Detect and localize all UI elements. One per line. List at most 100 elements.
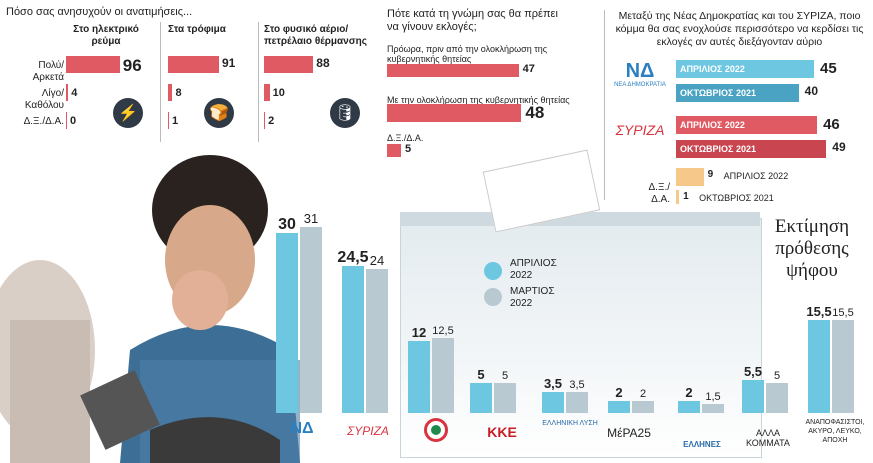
s2-bar <box>387 104 522 122</box>
s1-bar <box>168 56 219 73</box>
bar-april-0 <box>276 233 298 413</box>
s2-value: 47 <box>522 63 535 75</box>
bar-label-april-8: 15,5 <box>806 304 831 319</box>
bar-april-1 <box>342 266 364 413</box>
syriza-logo: ΣΥΡΙΖΑ <box>612 122 668 138</box>
s1-value: 0 <box>70 115 77 127</box>
divider <box>258 22 259 142</box>
s1-value: 91 <box>221 56 236 70</box>
logo-syriza: ΣΥΡΙΖΑ <box>347 424 389 438</box>
s1-bar <box>66 84 69 101</box>
bar-march-3 <box>494 383 516 413</box>
s3-value: 9 <box>707 169 714 180</box>
s2-label-dk: Δ.Ξ./Δ.Α. <box>387 133 424 143</box>
s3-value: 49 <box>832 140 846 154</box>
s1-value: 4 <box>71 87 78 99</box>
logo-nd: ΝΔ <box>290 420 314 437</box>
s1-value: 8 <box>175 87 182 99</box>
s1-value: 2 <box>268 115 275 127</box>
bar-label-march-8: 15,5 <box>832 307 853 319</box>
nd-logo-mark: ΝΔ <box>625 60 655 82</box>
logo-elliniki-lysi: ΕΛΛΗΝΙΚΗ ΛΥΣΗ <box>542 420 598 427</box>
bar-label-march-0: 31 <box>304 211 318 226</box>
bar-label-april-5: 2 <box>615 385 622 400</box>
s2-bar <box>387 64 519 77</box>
bar-april-8 <box>808 320 830 413</box>
s3-row-label: ΟΚΤΩΒΡΙΟΣ 2021 <box>699 193 774 203</box>
logo-mera25: ΜέΡΑ25 <box>607 426 651 440</box>
bar-label-april-1: 24,5 <box>337 249 368 266</box>
divider <box>160 22 161 142</box>
s3-dk-label: Δ.Ξ./Δ.Α. <box>648 182 670 205</box>
row-label-dk: Δ.Ξ./Δ.Α. <box>23 116 64 127</box>
oil-barrel-icon: 🛢 <box>330 98 360 128</box>
s1-value: 96 <box>122 56 142 75</box>
nd-logo-text: ΝΕΑ ΔΗΜΟΚΡΑΤΙΑ <box>614 82 666 88</box>
col-header-electricity: Στο ηλεκτρικό ρεύμα <box>73 24 139 47</box>
bar-march-5 <box>632 401 654 413</box>
logo-ellines: ΕΛΛΗΝΕΣ <box>683 440 721 449</box>
s3-value: 1 <box>683 191 689 202</box>
s3-bar-label: ΟΚΤΩΒΡΙΟΣ 2021 <box>680 88 756 98</box>
s3-bar <box>676 116 818 134</box>
section2-title: Πότε κατά τη γνώμη σας θα πρέπει να γίνο… <box>387 8 558 33</box>
s3-bar <box>676 190 680 204</box>
row-label-little: Λίγο/Καθόλου <box>24 88 64 111</box>
s3-bar <box>676 168 704 186</box>
label-other-parties: ΑΛΛΑ ΚΟΜΜΑΤΑ <box>746 428 790 448</box>
bar-label-march-7: 5 <box>774 370 780 382</box>
nd-logo: ΝΔ ΝΕΑ ΔΗΜΟΚΡΑΤΙΑ <box>614 60 666 100</box>
bar-april-2 <box>408 341 430 413</box>
s2-label-end: Με την ολοκλήρωση της κυβερνητικής θητεί… <box>387 95 570 105</box>
bar-label-march-5: 2 <box>640 388 646 400</box>
bar-label-march-1: 24 <box>370 253 384 268</box>
photo-illustration <box>0 150 330 463</box>
divider <box>604 10 605 200</box>
bar-label-march-4: 3,5 <box>569 379 584 391</box>
row-label-much: Πολύ/Αρκετά <box>32 60 64 83</box>
legend-march-label: ΜΑΡΤΙΟΣ 2022 <box>510 286 555 309</box>
chart-title: Εκτίμηση πρόθεσης ψήφου <box>774 216 850 281</box>
bar-label-march-3: 5 <box>502 370 508 382</box>
s2-label-early: Πρόωρα, πριν από την ολοκλήρωση της κυβε… <box>387 44 548 64</box>
bar-march-0 <box>300 227 322 413</box>
bar-label-march-2: 12,5 <box>432 325 453 337</box>
s3-row-label: ΑΠΡΙΛΙΟΣ 2022 <box>723 171 789 181</box>
bar-label-march-6: 1,5 <box>705 391 720 403</box>
bar-march-4 <box>566 392 588 413</box>
legend-april-swatch <box>484 262 502 280</box>
bar-march-6 <box>702 404 724 413</box>
syriza-logo-mark: ΣΥΡΙΖΑ <box>615 122 665 138</box>
s3-bar <box>676 60 814 78</box>
legend-april-label: ΑΠΡΙΛΙΟΣ 2022 <box>510 258 557 281</box>
s1-bar <box>66 56 120 73</box>
s1-value: 10 <box>272 87 285 99</box>
s1-bar <box>168 112 169 129</box>
ballot-box <box>400 218 762 458</box>
s1-bar <box>264 112 266 129</box>
legend-march-swatch <box>484 288 502 306</box>
s3-value: 40 <box>804 84 819 98</box>
s1-bar <box>264 56 314 73</box>
s1-value: 1 <box>172 115 179 127</box>
s1-bar <box>264 84 270 101</box>
s2-value: 48 <box>525 103 545 122</box>
bar-april-7 <box>742 380 764 413</box>
logo-kke: ΚΚΕ <box>487 424 517 440</box>
bar-april-4 <box>542 392 564 413</box>
s3-bar <box>676 140 827 158</box>
bar-label-april-7: 5,5 <box>744 364 762 379</box>
s2-value: 5 <box>405 143 412 155</box>
bar-march-2 <box>432 338 454 413</box>
bar-label-april-4: 3,5 <box>544 376 562 391</box>
col-header-food: Στα τρόφιμα <box>168 24 226 35</box>
bar-march-1 <box>366 269 388 413</box>
bar-april-6 <box>678 401 700 413</box>
photo-worried-man <box>0 150 330 463</box>
col-header-gas: Στο φυσικό αέριο/ πετρέλαιο θέρμανσης <box>264 24 367 47</box>
bar-label-april-2: 12 <box>412 325 426 340</box>
ballot-box-lid <box>400 212 760 226</box>
section3-title: Μεταξύ της Νέας Δημοκρατίας και του ΣΥΡΙ… <box>615 10 864 48</box>
logo-pasok <box>424 418 448 442</box>
